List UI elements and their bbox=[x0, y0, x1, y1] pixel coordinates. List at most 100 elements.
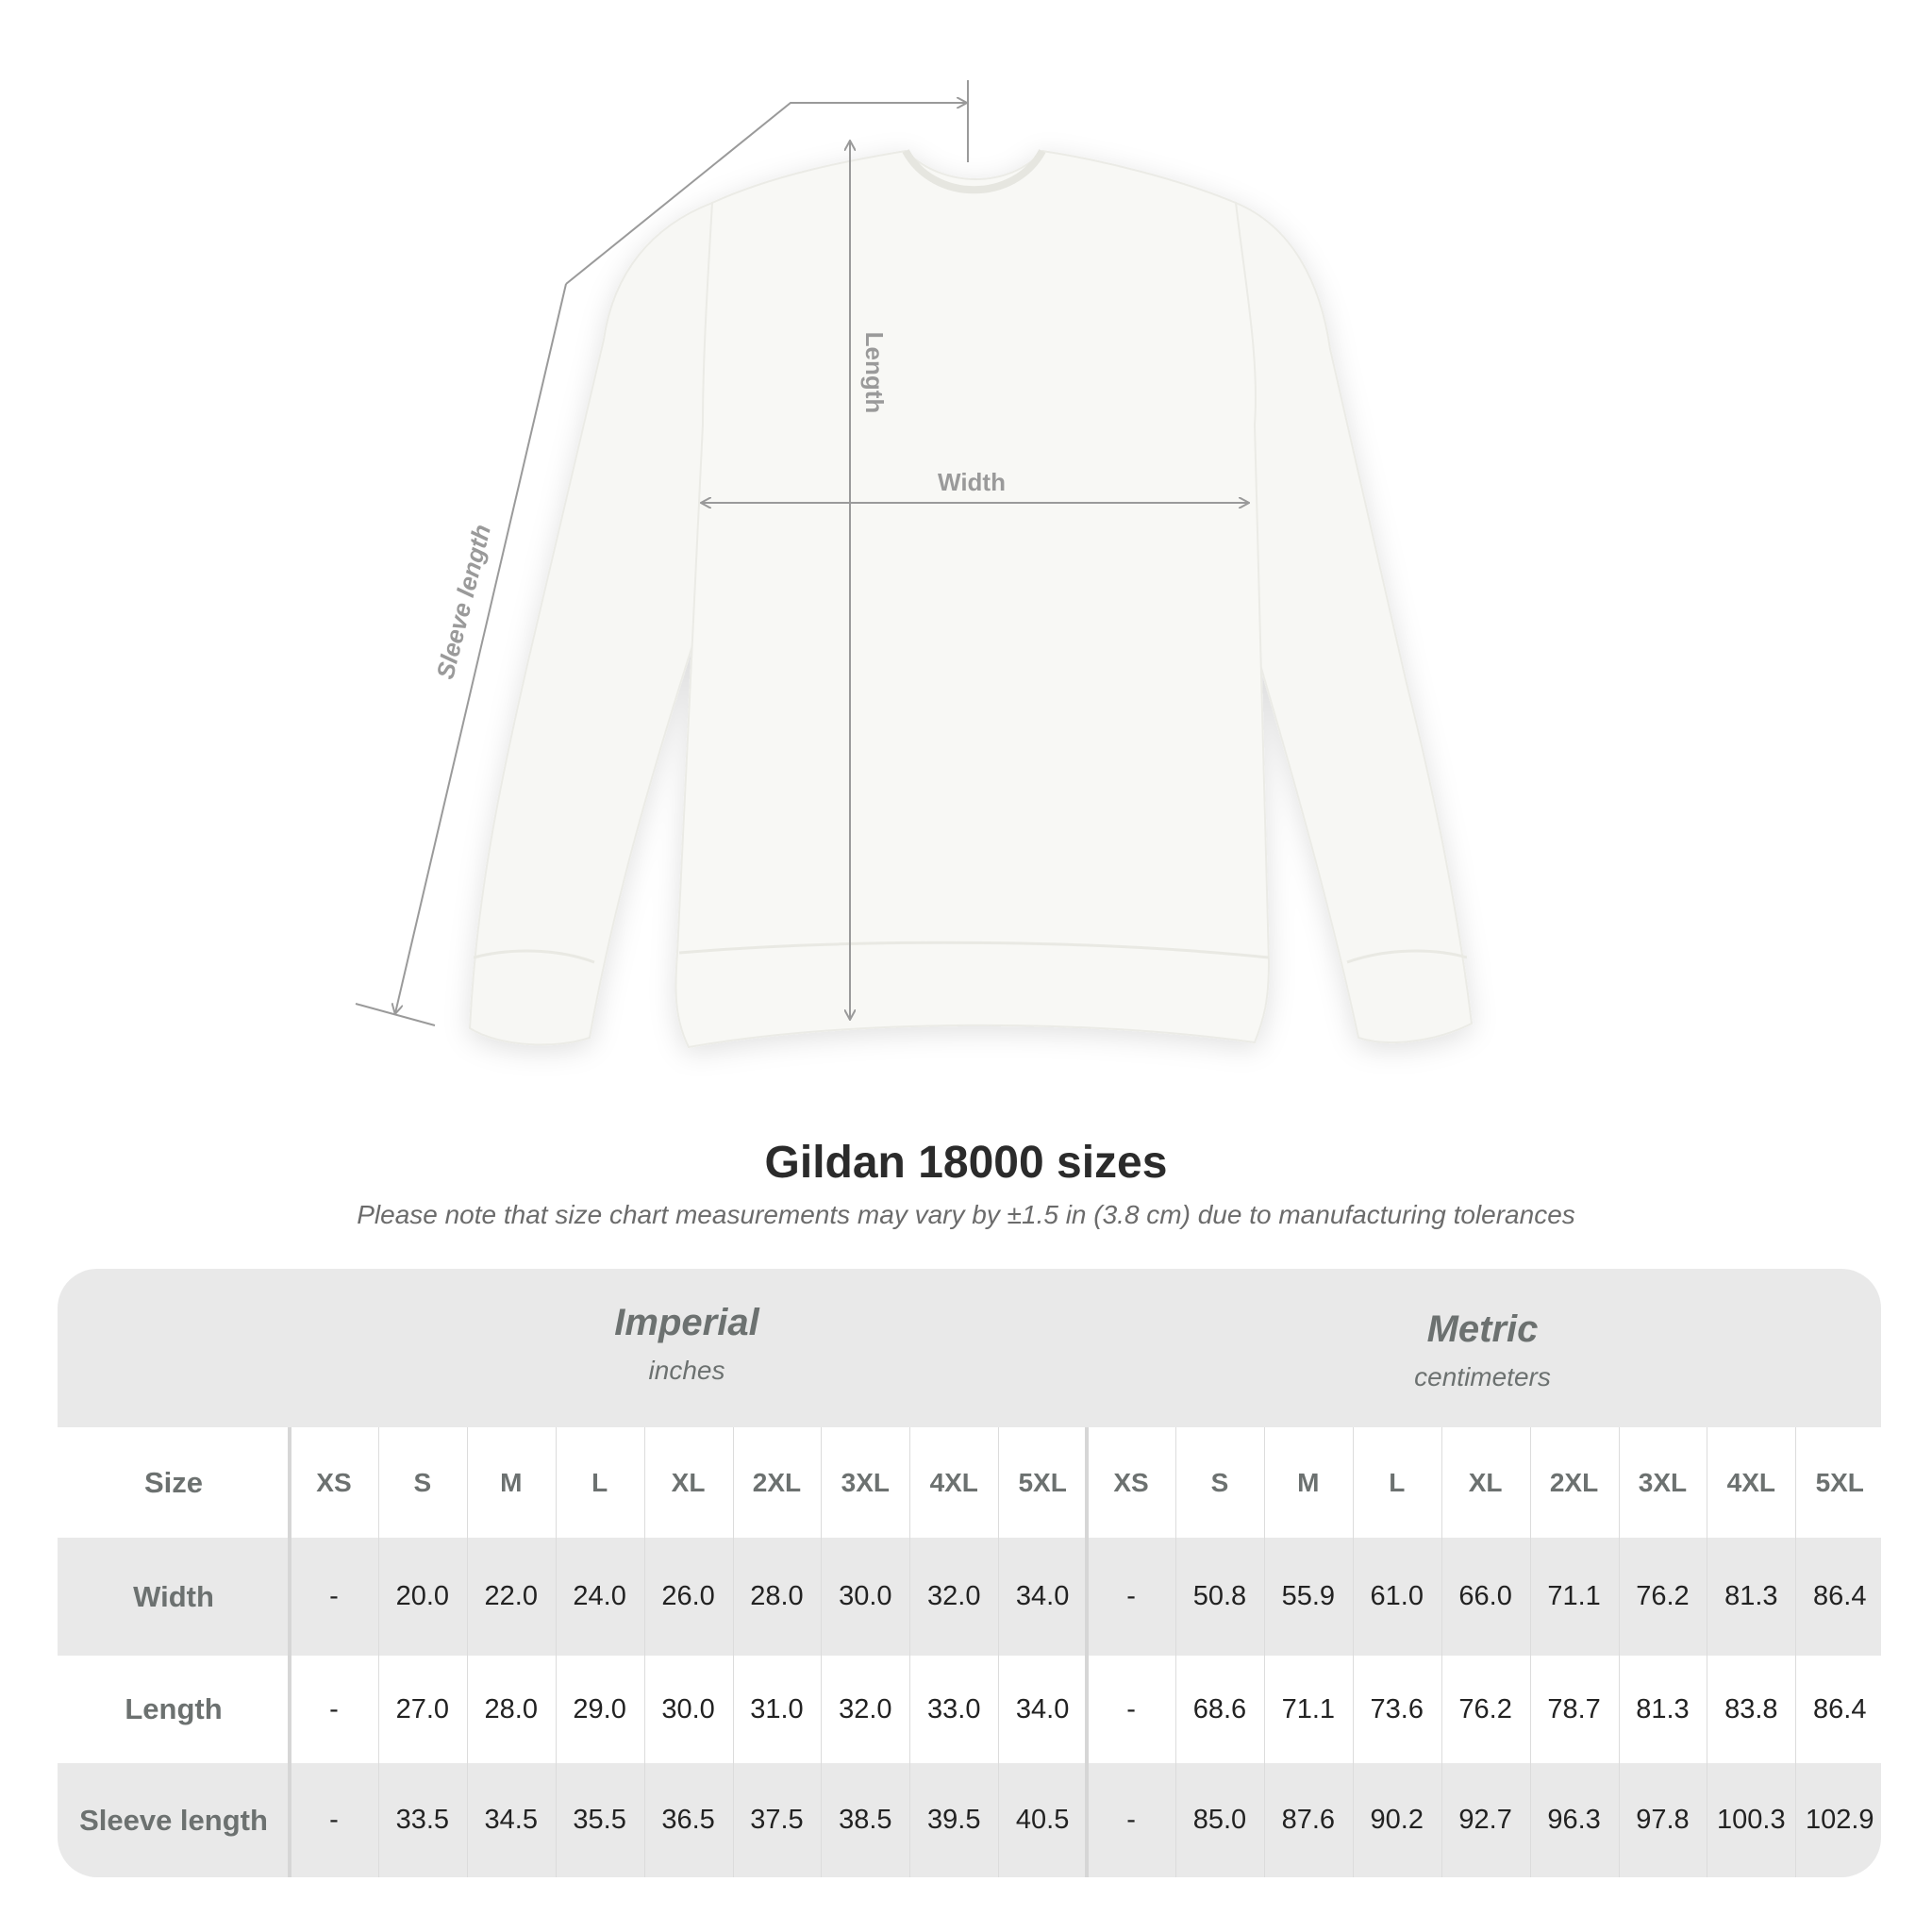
page-title: Gildan 18000 sizes bbox=[764, 1138, 1168, 1188]
table-cell: 22.0 bbox=[484, 1581, 538, 1611]
table-cell: 81.3 bbox=[1724, 1581, 1778, 1611]
row-label: Width bbox=[133, 1579, 214, 1613]
size-header-3xl: 3XL bbox=[1638, 1467, 1688, 1497]
table-cell: 85.0 bbox=[1192, 1805, 1247, 1835]
table-cell: 71.1 bbox=[1281, 1693, 1336, 1724]
column-divider bbox=[1085, 1427, 1090, 1877]
column-divider bbox=[1618, 1427, 1620, 1877]
size-header-2xl: 2XL bbox=[1549, 1467, 1599, 1497]
table-cell: 76.2 bbox=[1458, 1693, 1512, 1724]
table-cell: 55.9 bbox=[1281, 1581, 1336, 1611]
size-header-3xl: 3XL bbox=[841, 1467, 891, 1497]
size-header-label: Size bbox=[143, 1465, 204, 1499]
table-cell: 78.7 bbox=[1547, 1693, 1601, 1724]
table-cell: 76.2 bbox=[1636, 1581, 1690, 1611]
group-header-band bbox=[58, 1269, 1881, 1427]
size-header-s: S bbox=[413, 1467, 432, 1497]
column-divider bbox=[555, 1427, 557, 1877]
table-cell: 97.8 bbox=[1636, 1805, 1690, 1835]
sweatshirt-image bbox=[468, 148, 1474, 1049]
table-cell: 86.4 bbox=[1813, 1693, 1867, 1724]
table-cell: 71.1 bbox=[1547, 1581, 1601, 1611]
table-cell: 30.0 bbox=[839, 1581, 892, 1611]
column-divider bbox=[288, 1427, 291, 1877]
table-cell: 34.0 bbox=[1015, 1693, 1070, 1724]
table-cell: 29.0 bbox=[573, 1693, 626, 1724]
sweatshirt-diagram: Length Width Sleeve length bbox=[355, 80, 1474, 1049]
table-cell: 86.4 bbox=[1813, 1581, 1867, 1611]
group-imperial: Imperial inches bbox=[290, 1302, 1084, 1386]
size-header-5xl: 5XL bbox=[1815, 1467, 1864, 1497]
table-cell: 28.0 bbox=[750, 1581, 804, 1611]
table-cell: - bbox=[1126, 1581, 1136, 1611]
table-cell: - bbox=[1126, 1805, 1136, 1835]
size-header-m: M bbox=[500, 1467, 523, 1497]
table-cell: 26.0 bbox=[661, 1581, 715, 1611]
table-cell: - bbox=[329, 1693, 339, 1724]
column-divider bbox=[821, 1427, 823, 1877]
table-cell: - bbox=[329, 1581, 339, 1611]
table-cell: 34.0 bbox=[1015, 1581, 1070, 1611]
table-cell: 39.5 bbox=[927, 1805, 981, 1835]
table-cell: 24.0 bbox=[573, 1581, 626, 1611]
size-header-s: S bbox=[1210, 1467, 1229, 1497]
table-cell: - bbox=[1126, 1693, 1136, 1724]
group-title: Imperial bbox=[614, 1302, 759, 1343]
group-title: Metric bbox=[1426, 1308, 1539, 1350]
column-divider bbox=[998, 1427, 1000, 1877]
size-header-l: L bbox=[591, 1467, 608, 1497]
size-header-4xl: 4XL bbox=[929, 1467, 978, 1497]
column-divider bbox=[1795, 1427, 1797, 1877]
measurement-lines bbox=[355, 80, 1248, 1026]
tolerance-note: Please note that size chart measurements… bbox=[357, 1200, 1575, 1229]
table-cell: 38.5 bbox=[839, 1805, 892, 1835]
table-cell: 33.0 bbox=[927, 1693, 981, 1724]
size-header-xl: XL bbox=[671, 1467, 706, 1497]
sleeve-length-line bbox=[565, 103, 966, 285]
column-divider bbox=[1175, 1427, 1176, 1877]
row-band-width bbox=[58, 1538, 1881, 1656]
sleeve-length-label: Sleeve length bbox=[430, 522, 496, 682]
column-divider bbox=[1263, 1427, 1265, 1877]
table-cell: 36.5 bbox=[661, 1805, 715, 1835]
width-label: Width bbox=[938, 468, 1006, 496]
group-metric: Metric centimeters bbox=[1084, 1308, 1881, 1392]
column-divider bbox=[377, 1427, 379, 1877]
column-divider bbox=[909, 1427, 911, 1877]
table-cell: 73.6 bbox=[1370, 1693, 1424, 1724]
table-cell: 37.5 bbox=[750, 1805, 804, 1835]
sleeve-length-arrow bbox=[395, 283, 567, 1013]
table-cell: 87.6 bbox=[1281, 1805, 1336, 1835]
table-cell: 96.3 bbox=[1547, 1805, 1601, 1835]
table-cell: 32.0 bbox=[927, 1581, 981, 1611]
table-cell: 40.5 bbox=[1015, 1805, 1070, 1835]
group-unit: centimeters bbox=[1414, 1362, 1551, 1391]
size-table: Imperial inches Metric centimeters Size X… bbox=[58, 1269, 1881, 1877]
table-cell: 66.0 bbox=[1458, 1581, 1512, 1611]
table-cell: 83.8 bbox=[1724, 1693, 1778, 1724]
table-cell: 32.0 bbox=[839, 1693, 892, 1724]
column-divider bbox=[1352, 1427, 1354, 1877]
table-cell: 92.7 bbox=[1458, 1805, 1512, 1835]
table-cell: 20.0 bbox=[395, 1581, 450, 1611]
table-cell: 28.0 bbox=[484, 1693, 538, 1724]
table-cell: 30.0 bbox=[661, 1693, 715, 1724]
table-cell: 31.0 bbox=[750, 1693, 804, 1724]
table-cell: 90.2 bbox=[1370, 1805, 1424, 1835]
row-band-sleeve-length bbox=[58, 1763, 1881, 1877]
table-cell: 35.5 bbox=[573, 1805, 626, 1835]
column-divider bbox=[1529, 1427, 1531, 1877]
group-unit: inches bbox=[648, 1356, 725, 1385]
row-label: Length bbox=[125, 1692, 223, 1725]
table-cell: 100.3 bbox=[1717, 1805, 1786, 1835]
table-cell: 27.0 bbox=[395, 1693, 450, 1724]
row-label: Sleeve length bbox=[79, 1803, 268, 1837]
size-header-l: L bbox=[1389, 1467, 1406, 1497]
size-header-2xl: 2XL bbox=[752, 1467, 802, 1497]
length-label: Length bbox=[860, 332, 889, 414]
size-header-xs: XS bbox=[1113, 1467, 1149, 1497]
table-cell: 102.9 bbox=[1805, 1805, 1874, 1835]
column-divider bbox=[732, 1427, 734, 1877]
size-header-xs: XS bbox=[316, 1467, 352, 1497]
size-header-5xl: 5XL bbox=[1018, 1467, 1067, 1497]
